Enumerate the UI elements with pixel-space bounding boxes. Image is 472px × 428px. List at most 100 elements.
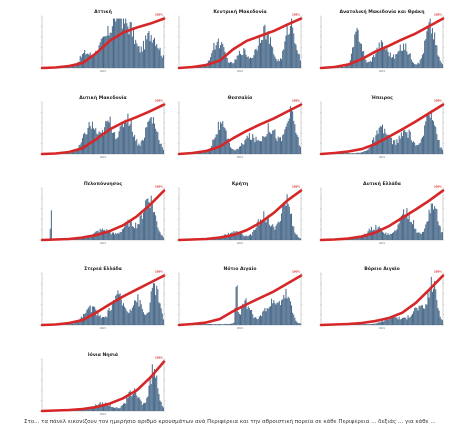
daily-bar [267,216,268,240]
daily-bar [111,407,112,411]
daily-bar [293,121,294,154]
daily-bar [280,221,281,240]
daily-bar [395,54,396,68]
end-value-label: 100% [292,185,300,189]
daily-bar [391,318,392,325]
daily-bar [343,67,344,68]
daily-bar [292,111,293,154]
daily-bar [408,55,409,68]
daily-bar [435,45,436,68]
daily-bar [236,150,237,154]
daily-bar [289,118,290,154]
daily-bar [112,133,113,154]
daily-bar [271,226,272,240]
daily-bar [151,384,152,411]
daily-bar [280,58,281,68]
daily-bar [353,47,354,68]
x-tick-label: 2021 [100,242,107,245]
daily-bar [158,394,159,411]
daily-bar [395,317,396,325]
daily-bar [278,59,279,68]
daily-bar [425,225,426,240]
daily-bar [111,310,112,325]
daily-bar [437,55,438,68]
daily-bar [380,322,381,325]
daily-bar [110,33,111,68]
daily-bar [366,324,367,325]
daily-bar [123,228,124,240]
daily-bar [291,305,292,325]
daily-bar [158,302,159,325]
daily-bar [162,147,163,154]
daily-bar [143,403,144,411]
daily-bar [292,27,293,68]
daily-bar [163,407,164,411]
daily-bar [246,55,247,68]
daily-bar [366,63,367,68]
daily-bar [232,63,233,68]
daily-bar [111,130,112,154]
end-value-label: 100% [155,185,163,189]
daily-bar [156,44,157,68]
daily-bar [432,204,433,240]
daily-bar [281,213,282,240]
daily-bar [412,142,413,154]
daily-bar [278,222,279,240]
daily-bar [379,226,380,240]
daily-bar [140,399,141,411]
daily-bar [393,232,394,240]
daily-bar [251,140,252,154]
daily-bar [437,308,438,325]
daily-bar [415,307,416,325]
end-value-label: 100% [155,13,163,17]
daily-bar [299,323,300,325]
daily-bar [146,199,147,240]
daily-bar [376,323,377,325]
daily-bar [373,55,374,68]
daily-bar [152,43,153,68]
daily-bar [421,58,422,68]
daily-bar [363,324,364,325]
daily-bar [247,309,248,325]
daily-bar [138,224,139,240]
daily-bar [398,319,399,325]
daily-bar [146,398,147,411]
daily-bar [282,206,283,240]
daily-bar [125,120,126,154]
daily-bar [370,324,371,325]
daily-bar [99,316,100,325]
daily-bar [236,231,237,240]
daily-bar [132,37,133,68]
panel-title: Δυτική Ελλάδα [363,180,401,187]
daily-bar [398,52,399,68]
daily-bar [396,139,397,154]
daily-bar [383,322,384,325]
daily-bar [223,324,224,325]
daily-bar [411,316,412,325]
daily-bar [345,66,346,68]
daily-bar [258,46,259,68]
daily-bar [133,227,134,240]
daily-bar [102,317,103,325]
daily-bar [123,19,124,68]
daily-bar [442,232,443,240]
end-value-label: 100% [434,270,442,274]
daily-bar [151,35,152,68]
daily-bar [150,118,151,154]
daily-bar [247,136,248,154]
daily-bar [435,289,436,325]
daily-bar [246,235,247,240]
daily-bar [222,121,223,154]
daily-bar [243,48,244,68]
daily-bar [264,137,265,154]
daily-bar [96,54,97,68]
daily-bar [414,229,415,240]
daily-bar [157,48,158,68]
daily-bar [112,407,113,411]
daily-bar [133,137,134,154]
daily-bar [295,133,296,154]
daily-bar [439,140,440,154]
daily-bar [356,153,357,154]
